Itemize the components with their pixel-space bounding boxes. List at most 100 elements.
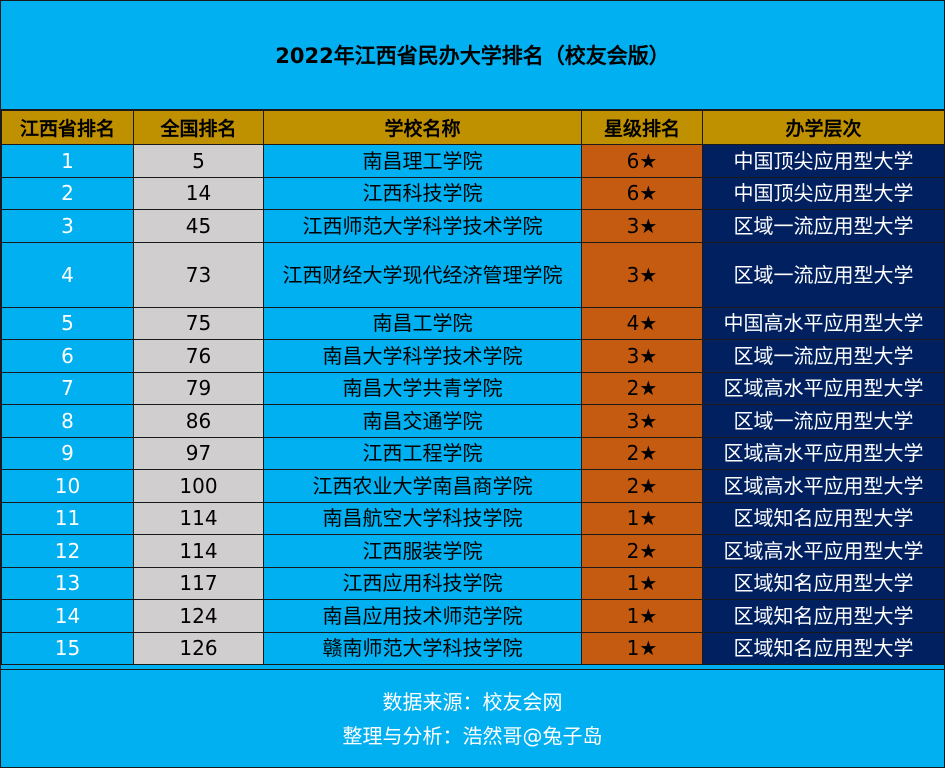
school-name-cell: 南昌应用技术师范学院	[263, 599, 582, 633]
header-stars: 星级排名	[581, 109, 703, 145]
prov-rank-cell: 5	[1, 306, 134, 340]
school-name-cell: 江西农业大学南昌商学院	[263, 469, 582, 503]
level-cell: 中国顶尖应用型大学	[702, 176, 945, 210]
table-row: 15 126 赣南师范大学科技学院 1★ 区域知名应用型大学	[1, 631, 945, 665]
author-credit: 整理与分析：浩然哥@兔子岛	[342, 724, 603, 748]
star-rating-cell: 2★	[581, 469, 703, 503]
level-cell: 区域知名应用型大学	[702, 501, 945, 535]
header-school-name: 学校名称	[263, 109, 582, 145]
table-row: 7 79 南昌大学共青学院 2★ 区域高水平应用型大学	[1, 371, 945, 405]
data-source: 数据来源：校友会网	[382, 690, 563, 714]
nat-rank-cell: 114	[133, 501, 264, 535]
level-cell: 中国顶尖应用型大学	[702, 144, 945, 178]
school-name-cell: 南昌大学共青学院	[263, 371, 582, 405]
level-cell: 区域高水平应用型大学	[702, 534, 945, 568]
nat-rank-cell: 97	[133, 436, 264, 470]
school-name-cell: 江西财经大学现代经济管理学院	[263, 241, 582, 308]
school-name-cell: 南昌理工学院	[263, 144, 582, 178]
school-name-cell: 南昌航空大学科技学院	[263, 501, 582, 535]
prov-rank-cell: 4	[1, 241, 134, 308]
level-cell: 区域一流应用型大学	[702, 209, 945, 243]
prov-rank-cell: 12	[1, 534, 134, 568]
prov-rank-cell: 11	[1, 501, 134, 535]
prov-rank-cell: 6	[1, 339, 134, 373]
level-cell: 区域一流应用型大学	[702, 404, 945, 438]
ranking-table: 江西省排名 全国排名 学校名称 星级排名 办学层次 1 5 南昌理工学院 6★ 中国顶尖…	[1, 109, 945, 665]
school-name-cell: 江西师范大学科学技术学院	[263, 209, 582, 243]
level-cell: 区域知名应用型大学	[702, 599, 945, 633]
nat-rank-cell: 79	[133, 371, 264, 405]
level-cell: 区域一流应用型大学	[702, 339, 945, 373]
table-row: 11 114 南昌航空大学科技学院 1★ 区域知名应用型大学	[1, 501, 945, 535]
table-row: 8 86 南昌交通学院 3★ 区域一流应用型大学	[1, 404, 945, 438]
star-rating-cell: 1★	[581, 566, 703, 600]
nat-rank-cell: 75	[133, 306, 264, 340]
page-title: 2022年江西省民办大学排名（校友会版）	[275, 44, 670, 68]
level-cell: 区域高水平应用型大学	[702, 436, 945, 470]
star-rating-cell: 2★	[581, 371, 703, 405]
school-name-cell: 江西服装学院	[263, 534, 582, 568]
prov-rank-cell: 13	[1, 566, 134, 600]
school-name-cell: 江西科技学院	[263, 176, 582, 210]
table-row: 1 5 南昌理工学院 6★ 中国顶尖应用型大学	[1, 144, 945, 178]
nat-rank-cell: 114	[133, 534, 264, 568]
school-name-cell: 江西工程学院	[263, 436, 582, 470]
star-rating-cell: 3★	[581, 241, 703, 308]
table-row: 5 75 南昌工学院 4★ 中国高水平应用型大学	[1, 306, 945, 340]
nat-rank-cell: 124	[133, 599, 264, 633]
star-rating-cell: 2★	[581, 534, 703, 568]
nat-rank-cell: 117	[133, 566, 264, 600]
star-rating-cell: 3★	[581, 404, 703, 438]
school-name-cell: 南昌交通学院	[263, 404, 582, 438]
table-row: 4 73 江西财经大学现代经济管理学院 3★ 区域一流应用型大学	[1, 241, 945, 308]
star-rating-cell: 6★	[581, 176, 703, 210]
table-row: 3 45 江西师范大学科学技术学院 3★ 区域一流应用型大学	[1, 209, 945, 243]
star-rating-cell: 3★	[581, 339, 703, 373]
prov-rank-cell: 15	[1, 631, 134, 665]
footer: 数据来源：校友会网 整理与分析：浩然哥@兔子岛	[1, 669, 944, 768]
table-row: 13 117 江西应用科技学院 1★ 区域知名应用型大学	[1, 566, 945, 600]
prov-rank-cell: 14	[1, 599, 134, 633]
nat-rank-cell: 76	[133, 339, 264, 373]
header-prov-rank: 江西省排名	[1, 109, 134, 145]
star-rating-cell: 1★	[581, 599, 703, 633]
level-cell: 区域知名应用型大学	[702, 631, 945, 665]
nat-rank-cell: 14	[133, 176, 264, 210]
table-row: 6 76 南昌大学科学技术学院 3★ 区域一流应用型大学	[1, 339, 945, 373]
star-rating-cell: 3★	[581, 209, 703, 243]
level-cell: 区域一流应用型大学	[702, 241, 945, 308]
prov-rank-cell: 10	[1, 469, 134, 503]
header-level: 办学层次	[702, 109, 945, 145]
nat-rank-cell: 86	[133, 404, 264, 438]
level-cell: 区域高水平应用型大学	[702, 469, 945, 503]
table-row: 12 114 江西服装学院 2★ 区域高水平应用型大学	[1, 534, 945, 568]
star-rating-cell: 1★	[581, 501, 703, 535]
table-row: 10 100 江西农业大学南昌商学院 2★ 区域高水平应用型大学	[1, 469, 945, 503]
school-name-cell: 南昌工学院	[263, 306, 582, 340]
nat-rank-cell: 100	[133, 469, 264, 503]
prov-rank-cell: 8	[1, 404, 134, 438]
prov-rank-cell: 7	[1, 371, 134, 405]
star-rating-cell: 2★	[581, 436, 703, 470]
table-row: 14 124 南昌应用技术师范学院 1★ 区域知名应用型大学	[1, 599, 945, 633]
school-name-cell: 南昌大学科学技术学院	[263, 339, 582, 373]
prov-rank-cell: 2	[1, 176, 134, 210]
prov-rank-cell: 1	[1, 144, 134, 178]
level-cell: 区域知名应用型大学	[702, 566, 945, 600]
prov-rank-cell: 9	[1, 436, 134, 470]
nat-rank-cell: 45	[133, 209, 264, 243]
nat-rank-cell: 5	[133, 144, 264, 178]
level-cell: 中国高水平应用型大学	[702, 306, 945, 340]
header-nat-rank: 全国排名	[133, 109, 264, 145]
table-row: 9 97 江西工程学院 2★ 区域高水平应用型大学	[1, 436, 945, 470]
nat-rank-cell: 73	[133, 241, 264, 308]
prov-rank-cell: 3	[1, 209, 134, 243]
nat-rank-cell: 126	[133, 631, 264, 665]
star-rating-cell: 1★	[581, 631, 703, 665]
table-row: 2 14 江西科技学院 6★ 中国顶尖应用型大学	[1, 176, 945, 210]
school-name-cell: 赣南师范大学科技学院	[263, 631, 582, 665]
table-header-row: 江西省排名 全国排名 学校名称 星级排名 办学层次	[1, 109, 945, 145]
star-rating-cell: 4★	[581, 306, 703, 340]
school-name-cell: 江西应用科技学院	[263, 566, 582, 600]
